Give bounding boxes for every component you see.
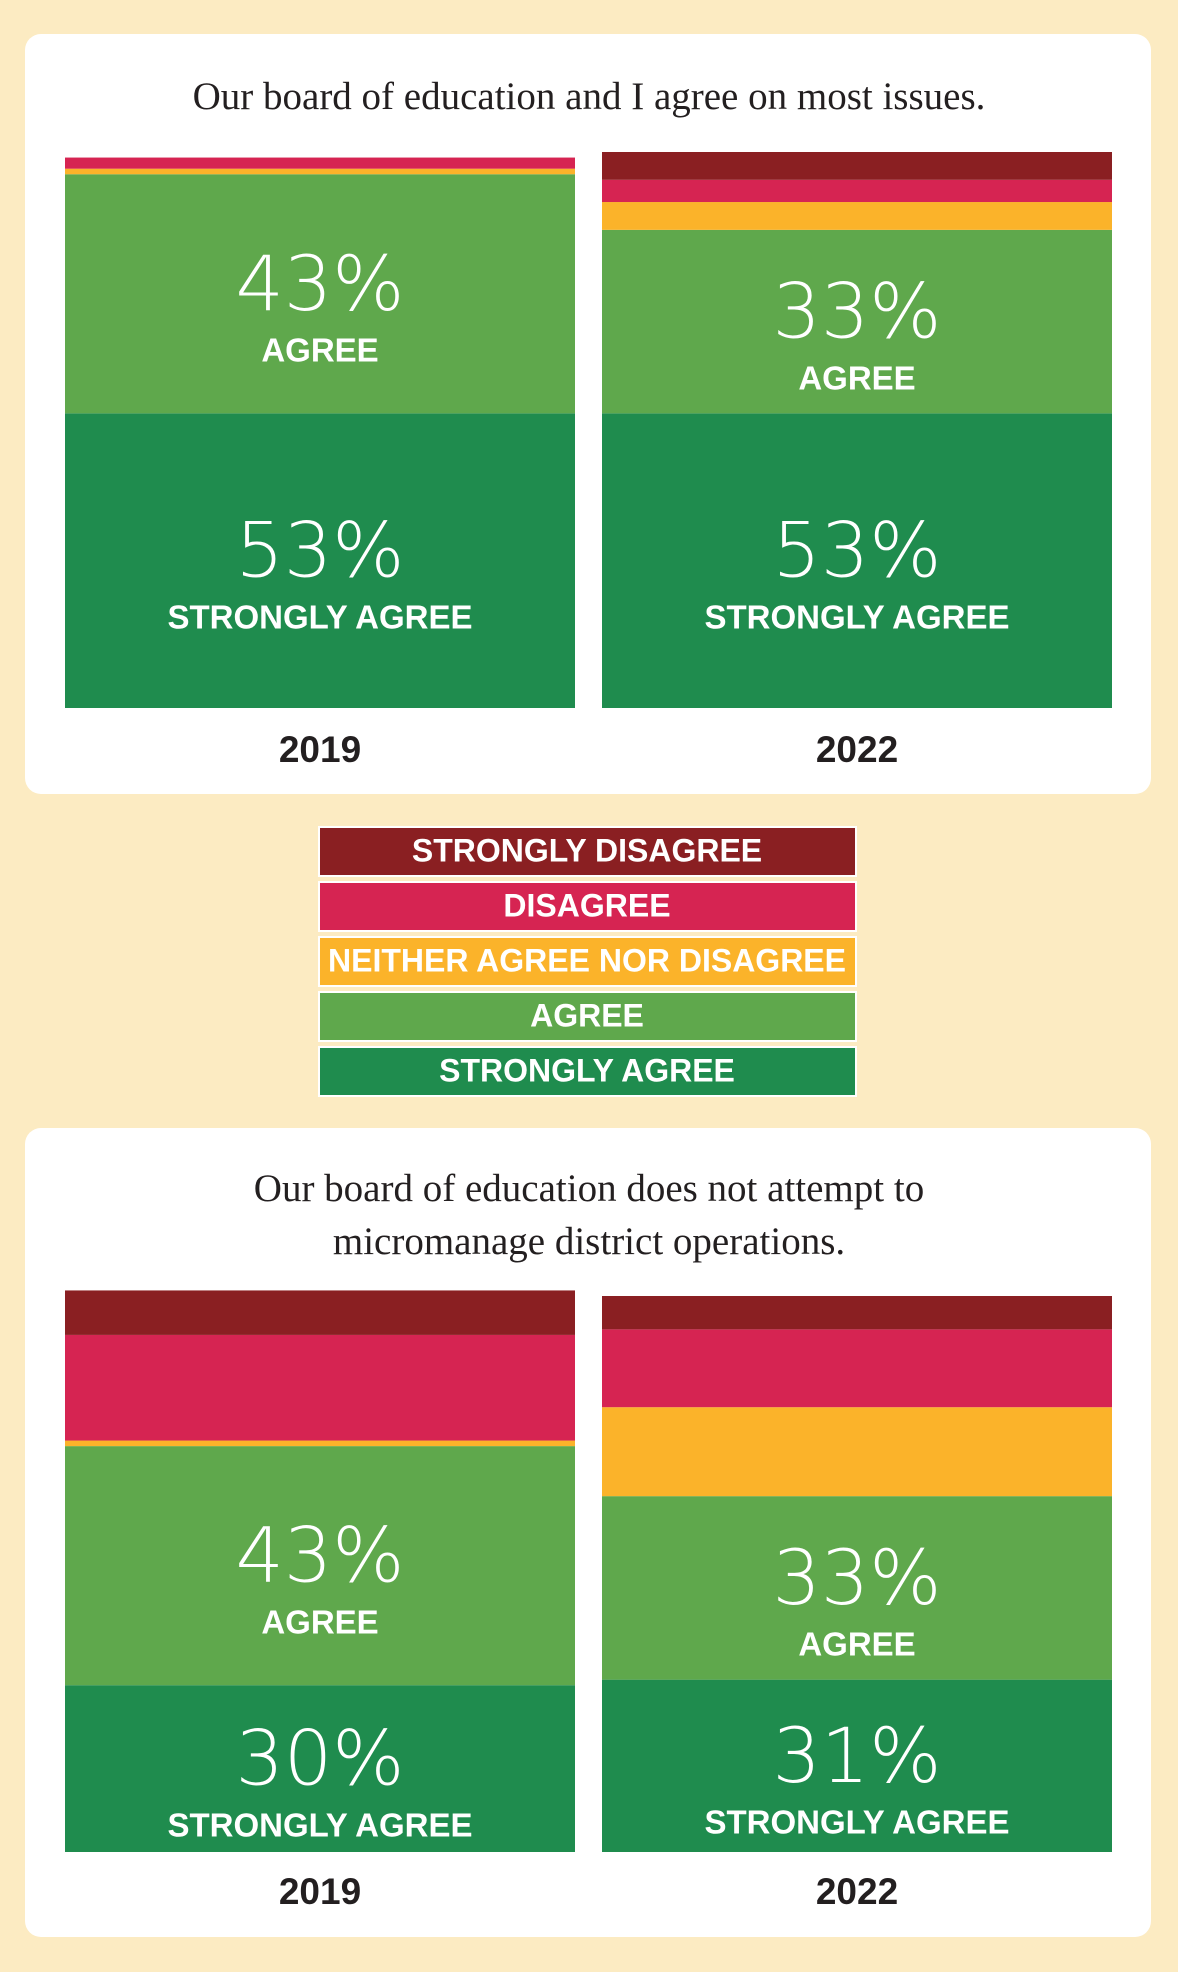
segment-name: STRONGLY AGREE <box>704 1804 1009 1841</box>
chart-title-box: Our board of education does not attempt … <box>0 1162 1178 1268</box>
value-label: 33% <box>773 1533 942 1622</box>
bar-segment <box>65 413 575 708</box>
chart-title: Our board of education does not attempt … <box>253 1167 925 1263</box>
value-label: 31% <box>773 1711 942 1800</box>
bar-segment <box>65 1446 575 1686</box>
bar-segment <box>602 1296 1112 1330</box>
value-label: 43% <box>236 1511 405 1600</box>
bar-segment <box>602 202 1112 230</box>
bar-segment <box>65 168 575 175</box>
segment-name: AGREE <box>261 331 378 368</box>
x-tick-label: 2022 <box>816 729 898 770</box>
bar-segment <box>65 1685 575 1852</box>
bar-segment <box>65 174 575 414</box>
legend-label: NEITHER AGREE NOR DISAGREE <box>328 942 846 978</box>
legend-label: DISAGREE <box>503 887 670 923</box>
bar-segment <box>602 1329 1112 1408</box>
x-tick-label: 2019 <box>279 1871 361 1912</box>
legend-label: AGREE <box>530 997 644 1033</box>
bar-segment <box>602 1679 1112 1852</box>
legend-swatch <box>318 991 857 1042</box>
bar-segment <box>602 179 1112 203</box>
bar-segment <box>65 157 575 169</box>
value-label: 43% <box>236 239 405 328</box>
legend-label: STRONGLY AGREE <box>439 1052 735 1088</box>
bar-segment <box>602 413 1112 708</box>
legend-swatch <box>318 881 857 932</box>
legend-label: STRONGLY DISAGREE <box>412 832 762 868</box>
x-tick-label: 2019 <box>279 729 361 770</box>
segment-name: STRONGLY AGREE <box>167 1806 472 1843</box>
legend-swatch <box>318 826 857 877</box>
segment-name: STRONGLY AGREE <box>167 598 472 635</box>
x-tick-label: 2022 <box>816 1871 898 1912</box>
value-label: 53% <box>773 506 942 595</box>
value-label: 53% <box>236 506 405 595</box>
bar-segment <box>65 1290 575 1335</box>
segment-name: AGREE <box>798 359 915 396</box>
bar-segment <box>65 1440 575 1447</box>
bar-segment <box>602 152 1112 180</box>
segment-name: STRONGLY AGREE <box>704 598 1009 635</box>
bar-segment <box>65 1334 575 1441</box>
legend-swatch <box>318 1046 857 1097</box>
segment-name: AGREE <box>798 1626 915 1663</box>
segment-name: AGREE <box>261 1603 378 1640</box>
bar-segment <box>602 1496 1112 1680</box>
value-label: 30% <box>236 1714 405 1803</box>
bar-segment <box>602 229 1112 414</box>
legend-swatch <box>318 936 857 987</box>
chart-title: Our board of education and I agree on mo… <box>192 75 986 118</box>
chart-title-box: Our board of education and I agree on mo… <box>0 70 1178 123</box>
value-label: 33% <box>773 267 942 356</box>
bar-segment <box>602 1407 1112 1497</box>
